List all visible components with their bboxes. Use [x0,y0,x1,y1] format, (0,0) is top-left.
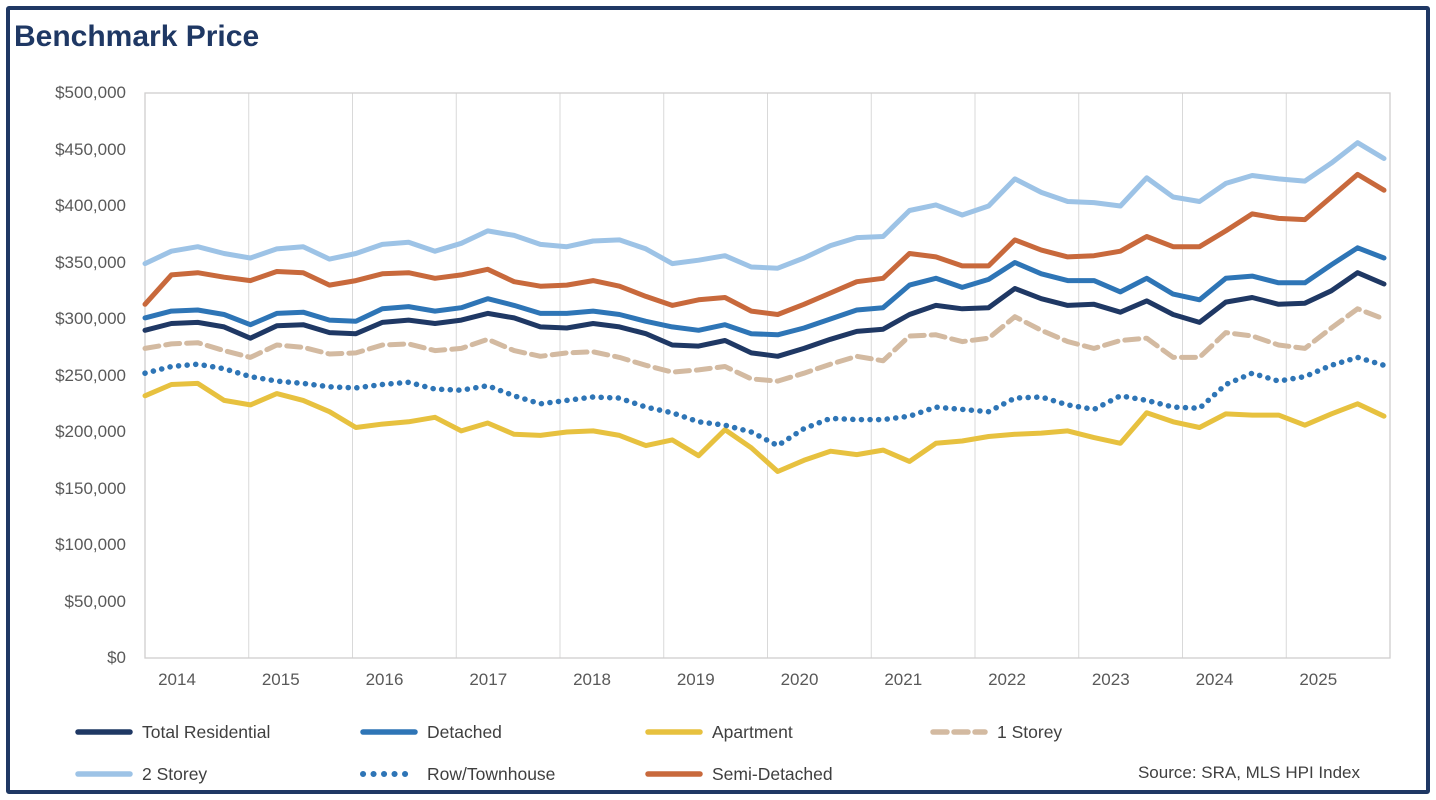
page-title: Benchmark Price [14,20,260,53]
legend-label: Detached [427,721,502,742]
x-axis-label: 2021 [884,670,923,689]
x-axis-label: 2025 [1299,670,1338,689]
y-axis-label: $300,000 [55,309,126,328]
y-axis-label: $400,000 [55,196,126,215]
chart-frame [6,6,1430,794]
y-axis-label: $200,000 [55,422,126,441]
legend-label: Semi-Detached [712,763,833,784]
x-axis-label: 2020 [780,670,819,689]
y-axis-label: $500,000 [55,83,126,102]
series-semi-detached [142,171,1387,317]
y-axis-label: $100,000 [55,535,126,554]
legend-swatch-solid [645,771,703,777]
legend-label: Row/Townhouse [427,763,556,784]
legend-label: 2 Storey [142,763,208,784]
y-axis-label: $450,000 [55,139,126,159]
legend-label: Apartment [712,721,793,742]
y-axis-label: $250,000 [55,365,126,385]
x-axis-label: 2014 [158,670,196,689]
legend-item-detached: Detached [360,720,502,744]
legend-swatch-solid [75,729,133,735]
x-axis-label: 2015 [261,670,300,689]
legend-swatch-solid [645,729,703,735]
series-detached [142,245,1387,338]
legend-item-row-townhouse: Row/Townhouse [360,762,555,786]
legend-label: Total Residential [142,721,271,742]
x-axis-label: 2023 [1091,670,1130,689]
source-note: Source: SRA, MLS HPI Index [1137,763,1360,782]
series-apartment [142,380,1387,474]
x-axis-label: 2016 [365,670,404,689]
legend-swatch-dashed [930,729,988,735]
series-2-storey [142,140,1387,271]
legend-item-apartment: Apartment [645,720,793,744]
x-axis-label: 2024 [1195,670,1234,689]
y-axis-label: $0 [107,648,126,667]
x-axis-label: 2017 [469,670,508,689]
legend-item-total-residential: Total Residential [75,720,270,744]
legend-swatch-solid [360,729,418,735]
x-axis-label: 2022 [988,670,1026,689]
legend-item-1-storey: 1 Storey [930,720,1062,744]
series-1-storey [142,306,1387,384]
y-axis-label: $50,000 [64,591,126,611]
legend-label: 1 Storey [997,721,1063,742]
legend-swatch-solid [75,771,133,777]
series-row-townhouse [142,354,1387,449]
y-axis-label: $150,000 [55,478,126,498]
x-axis-label: 2018 [573,670,611,689]
legend-swatch-dotted [360,771,418,777]
series-total-residential [142,270,1387,359]
legend-item-semi-detached: Semi-Detached [645,762,833,786]
x-axis-label: 2019 [676,670,715,689]
legend-item-2-storey: 2 Storey [75,762,207,786]
y-axis-label: $350,000 [55,252,126,272]
